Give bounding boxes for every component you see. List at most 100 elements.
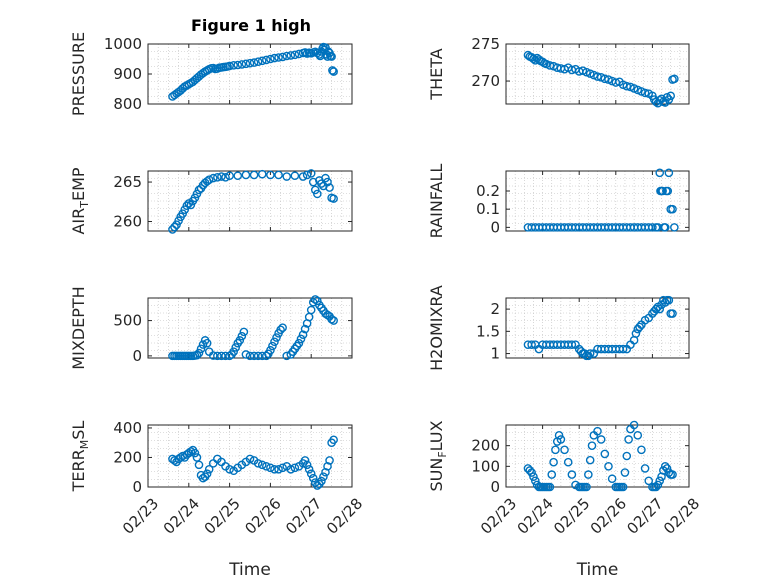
y-tick-label: 0.1 <box>476 200 500 218</box>
y-axis-label-suffix: SL <box>69 421 88 440</box>
data-point <box>257 460 267 470</box>
data-point <box>300 324 310 334</box>
data-point <box>274 464 283 474</box>
data-point <box>208 459 218 468</box>
x-axis-label: Time <box>576 560 619 580</box>
data-point <box>325 456 334 465</box>
data-point <box>202 338 212 348</box>
data-point <box>239 327 249 337</box>
x-tick-label: 02/25 <box>550 495 593 538</box>
figure-title: Figure 1 high <box>191 16 311 35</box>
data-point <box>308 473 318 483</box>
data-point <box>567 470 577 479</box>
panel-air_temp: 260 265 AIRTEMP <box>69 167 353 235</box>
data-point <box>217 172 226 181</box>
data-point <box>233 60 243 70</box>
data-point <box>194 460 204 470</box>
data-point <box>584 351 593 361</box>
data-point <box>208 173 218 183</box>
data-point <box>231 343 241 352</box>
data-point <box>659 295 668 305</box>
data-point <box>313 296 322 306</box>
data-point <box>545 61 555 70</box>
data-point <box>182 201 192 211</box>
axes-box <box>147 170 353 232</box>
y-axis-label-main: MIXDEPTH <box>69 286 88 369</box>
y-tick-label: 1000 <box>104 35 142 53</box>
data-point <box>208 351 218 360</box>
x-tick-label: 02/27 <box>623 495 666 538</box>
data-point <box>266 463 275 473</box>
data-point <box>286 51 296 60</box>
panel-h2omixra: 1 1.5 2 H2OMIXRA <box>427 285 690 371</box>
data-point <box>549 457 558 467</box>
data-point <box>270 337 279 347</box>
y-axis-label-suffix: LUX <box>427 420 446 451</box>
data-point <box>660 462 670 471</box>
data-point <box>257 169 267 179</box>
data-point <box>296 334 306 344</box>
x-axis-label: Time <box>228 560 271 580</box>
data-point <box>190 448 200 458</box>
data-point <box>257 56 267 66</box>
data-point <box>651 482 661 492</box>
y-tick-label: 500 <box>113 312 142 330</box>
data-point <box>670 223 679 232</box>
data-point <box>618 344 628 354</box>
data-point <box>662 464 672 473</box>
data-point <box>582 482 591 492</box>
data-point <box>308 177 318 187</box>
panel-rainfall: 00.10.2 RAINFALL <box>427 164 690 239</box>
data-point <box>306 469 316 479</box>
data-point <box>545 482 555 492</box>
data-point <box>268 341 277 351</box>
data-point <box>585 455 595 465</box>
y-axis-label-main: THETA <box>427 48 446 100</box>
y-tick-label: 400 <box>113 419 142 437</box>
data-point <box>622 81 632 91</box>
y-axis-label: RAINFALL <box>427 164 446 239</box>
data-point <box>196 344 206 354</box>
data-point <box>294 338 304 348</box>
x-tick-label: 02/23 <box>119 495 162 538</box>
data-point <box>249 170 259 180</box>
data-point <box>276 325 285 335</box>
data-point <box>225 61 234 71</box>
data-point <box>262 462 271 471</box>
data-point <box>245 351 255 361</box>
data-point <box>302 460 312 470</box>
data-point <box>329 194 338 203</box>
data-point <box>328 66 337 75</box>
data-point <box>302 170 312 180</box>
data-point <box>233 171 243 181</box>
data-point <box>310 295 320 304</box>
data-point <box>593 72 602 81</box>
data-point <box>266 170 275 180</box>
data-point <box>282 51 292 61</box>
data-point <box>529 54 538 64</box>
data-point <box>670 74 679 84</box>
y-tick-label: 0 <box>132 478 142 496</box>
data-point <box>290 463 300 473</box>
x-tick-label: 02/28 <box>660 495 703 538</box>
y-axis-label-sub: F <box>436 451 449 457</box>
data-point <box>604 462 613 471</box>
data-point <box>655 168 665 178</box>
panel-pressure: 800 900 1000 PRESSURE <box>69 32 353 116</box>
data-point <box>633 431 643 440</box>
data-point <box>527 340 536 349</box>
y-tick-label: 100 <box>471 457 500 475</box>
data-point <box>563 457 573 467</box>
data-point <box>529 472 538 481</box>
panel-mixdepth: 0 500 MIXDEPTH <box>69 286 353 370</box>
data-point <box>664 168 674 178</box>
y-axis-label-sub: T <box>78 201 91 209</box>
data-point <box>618 482 628 492</box>
data-point <box>313 189 322 199</box>
y-tick-label: 200 <box>113 448 142 466</box>
y-axis-label-main: H2OMIXRA <box>427 285 446 371</box>
y-axis-label-main: SUN <box>427 458 446 492</box>
data-point <box>329 316 338 325</box>
